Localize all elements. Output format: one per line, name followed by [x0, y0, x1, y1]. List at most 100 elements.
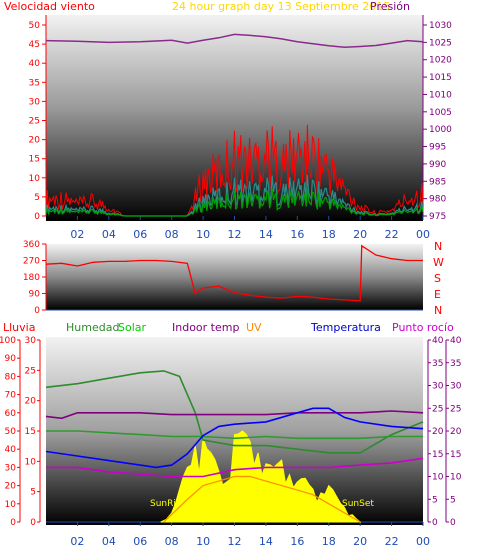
temp-x-tick-label: 14 — [259, 535, 273, 548]
temp-y-tick-label: 0 — [450, 518, 456, 528]
direction-y-tick-label: 90 — [29, 290, 41, 300]
direction-y-tick-label: 0 — [34, 306, 40, 316]
temp-y-tick-label: 25 — [450, 404, 461, 414]
temp-y-tick-label: 30 — [25, 336, 37, 346]
wind-y-tick-label: 20 — [29, 136, 41, 146]
temp-x-tick-label: 12 — [228, 535, 242, 548]
temp-y-tick-label: 35 — [432, 359, 443, 369]
pressure-line — [45, 33, 424, 48]
temp-x-tick-label: 22 — [385, 535, 399, 548]
temp-y-tick-label: 10 — [5, 500, 17, 510]
temp-x-tick-label: 02 — [70, 535, 84, 548]
temp-y-tick-label: 90 — [5, 354, 17, 364]
temp-x-tick-label: 10 — [196, 535, 210, 548]
temp-y-tick-label: 35 — [450, 359, 461, 369]
wind-y-tick-label: 45 — [29, 40, 40, 50]
temp-y-tick-label: 80 — [5, 372, 17, 382]
wind-x-tick-label: 08 — [165, 228, 179, 241]
legend-dew-point: Punto rocío — [392, 321, 454, 334]
compass-n-top: N — [434, 240, 442, 253]
temp-y-tick-label: 0 — [432, 518, 438, 528]
legend-uv: UV — [246, 321, 262, 334]
temp-y-tick-label: 5 — [450, 495, 456, 505]
temp-y-tick-label: 25 — [432, 404, 443, 414]
indoor-temp-line — [45, 410, 424, 420]
wind-speed-line — [45, 188, 424, 217]
temp-x-tick-label: 06 — [133, 535, 147, 548]
wind-x-tick-label: 14 — [259, 228, 273, 241]
temp-x-tick-label: 00 — [416, 535, 430, 548]
wind-y-tick-label: 50 — [29, 21, 41, 31]
temperature-line — [45, 407, 424, 469]
pressure-y-tick-label: 995 — [429, 143, 446, 153]
temp-y-tick-label: 15 — [25, 427, 36, 437]
wind-y-tick-label: 35 — [29, 78, 40, 88]
wind-x-tick-label: 16 — [290, 228, 304, 241]
wind-x-tick-label: 22 — [385, 228, 399, 241]
wind-x-tick-label: 04 — [102, 228, 116, 241]
solar-radiation-area — [160, 430, 362, 523]
legend-solar: Solar — [118, 321, 147, 334]
pressure-y-tick-label: 1030 — [429, 21, 452, 31]
temp-x-tick-label: 20 — [353, 535, 367, 548]
temp-y-tick-label: 0 — [30, 518, 36, 528]
temp-x-tick-label: 18 — [322, 535, 336, 548]
temp-y-tick-label: 100 — [0, 336, 16, 346]
wind-x-tick-label: 12 — [228, 228, 242, 241]
legend-temperature: Temperatura — [310, 321, 381, 334]
graph-title: 24 hour graph day 13 Septiembre 2015 — [172, 0, 390, 13]
dew-point-line — [46, 457, 424, 478]
wind-x-tick-label: 00 — [416, 228, 430, 241]
wind-x-tick-label: 20 — [353, 228, 367, 241]
pressure-y-tick-label: 1020 — [429, 56, 452, 66]
temp-x-tick-label: 04 — [102, 535, 116, 548]
temp-y-tick-label: 40 — [450, 336, 462, 346]
temp-y-tick-label: 20 — [432, 427, 444, 437]
temp-y-tick-label: 50 — [5, 427, 17, 437]
pressure-y-tick-label: 980 — [429, 195, 446, 205]
temp-y-tick-label: 15 — [450, 450, 461, 460]
temp-y-tick-label: 30 — [432, 382, 444, 392]
pressure-y-tick-label: 1005 — [429, 108, 452, 118]
pressure-y-tick-label: 1015 — [429, 73, 452, 83]
compass-s: S — [434, 272, 441, 285]
sunrise-label: SunRise — [150, 499, 187, 509]
temp-y-tick-label: 10 — [450, 473, 462, 483]
direction-chart-background — [46, 244, 423, 310]
compass-e: E — [434, 288, 441, 301]
pressure-y-tick-label: 1010 — [429, 90, 452, 100]
temp-y-tick-label: 30 — [5, 463, 17, 473]
wind-gust-line — [45, 124, 424, 217]
wind-y-tick-label: 15 — [29, 155, 40, 165]
temp-y-tick-label: 40 — [5, 445, 17, 455]
temp-y-tick-label: 10 — [432, 473, 444, 483]
wind-y-tick-label: 30 — [29, 97, 41, 107]
temp-y-tick-label: 5 — [432, 495, 438, 505]
pressure-label: Presión — [370, 0, 410, 13]
legend-rain: Lluvia — [3, 321, 35, 334]
temp-y-tick-label: 5 — [30, 488, 36, 498]
wind-speed-label: Velocidad viento — [4, 0, 95, 13]
temp-y-tick-label: 10 — [25, 457, 37, 467]
pressure-y-tick-label: 1000 — [429, 125, 452, 135]
legend-indoor-temp: Indoor temp — [172, 321, 239, 334]
sunset-label: SunSet — [342, 499, 374, 509]
wind-x-tick-label: 18 — [322, 228, 336, 241]
temp-y-tick-label: 60 — [5, 409, 17, 419]
wind-y-tick-label: 10 — [29, 174, 41, 184]
wind-x-tick-label: 06 — [133, 228, 147, 241]
direction-y-tick-label: 270 — [23, 257, 40, 267]
temp-x-tick-label: 08 — [165, 535, 179, 548]
temp-y-tick-label: 20 — [450, 427, 462, 437]
wind-x-tick-label: 02 — [70, 228, 84, 241]
pressure-y-tick-label: 985 — [429, 177, 446, 187]
compass-n-bottom: N — [434, 304, 442, 317]
temp-y-tick-label: 70 — [5, 391, 17, 401]
wind-y-tick-label: 5 — [34, 193, 40, 203]
wind-y-tick-label: 40 — [29, 59, 41, 69]
legend-humidity: Humedad — [66, 321, 119, 334]
temp-y-tick-label: 30 — [450, 382, 462, 392]
wind-x-tick-label: 10 — [196, 228, 210, 241]
